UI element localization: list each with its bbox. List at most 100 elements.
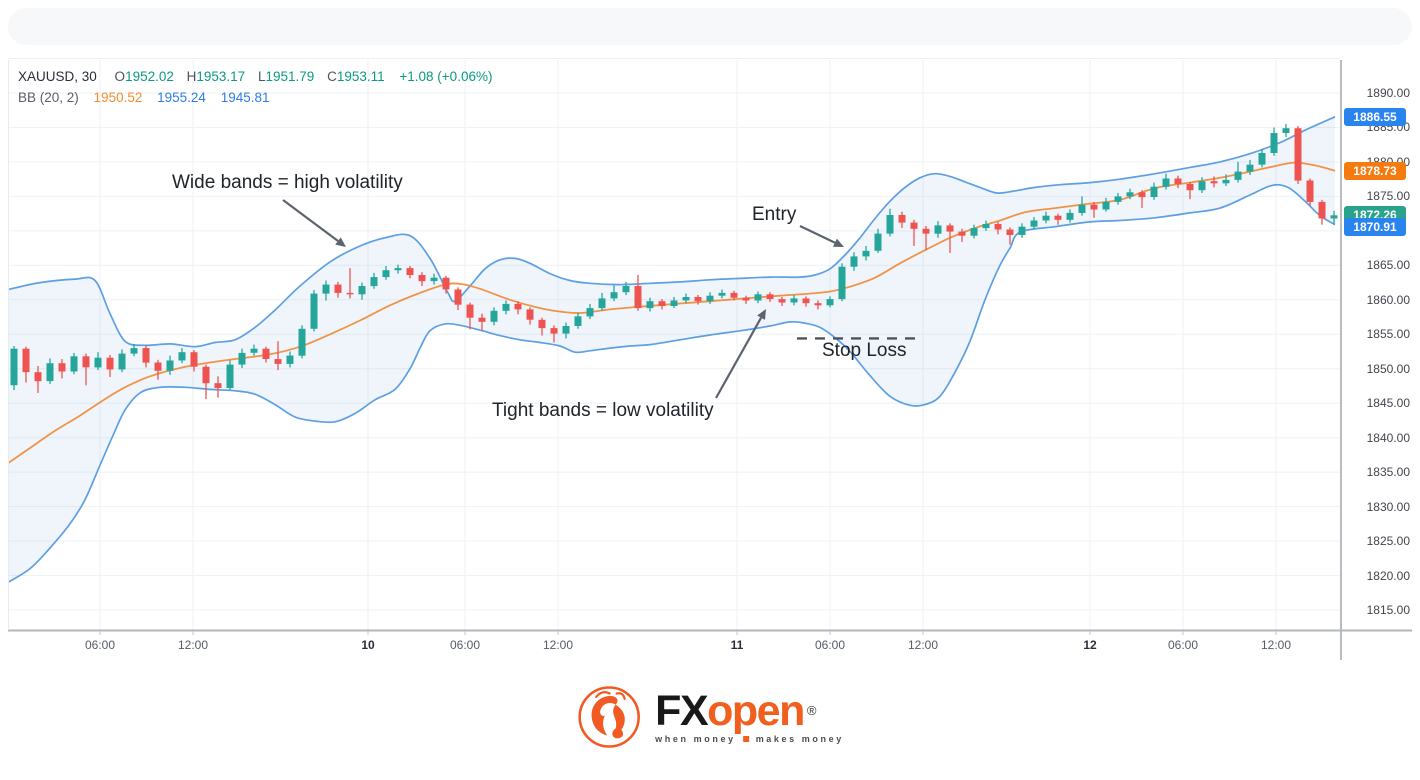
candle-body <box>682 297 690 301</box>
candle-body <box>610 292 618 299</box>
candle-body <box>1246 164 1254 172</box>
price-axis-label: 1860.00 <box>1366 292 1410 307</box>
candle-body <box>970 228 978 236</box>
annotation-stop-loss: Stop Loss <box>822 340 907 361</box>
candle-body <box>598 298 606 309</box>
symbol-title: XAUUSD, 30 <box>18 69 97 84</box>
candle-body <box>10 348 18 386</box>
candle-body <box>1078 204 1086 213</box>
time-axis-label: 12:00 <box>907 638 939 652</box>
candle-body <box>1102 201 1110 210</box>
time-axis-label: 12:00 <box>177 638 209 652</box>
wide-bands-arrow <box>282 199 346 247</box>
time-axis-day-label: 11 <box>730 638 744 652</box>
candle-body <box>22 348 30 373</box>
wordmark-open: open <box>707 686 805 735</box>
candle-body <box>538 319 546 329</box>
price-axis-label: 1855.00 <box>1366 327 1410 342</box>
candle-body <box>382 270 390 278</box>
price-axis-label: 1835.00 <box>1366 465 1410 480</box>
candle-body <box>1042 215 1050 221</box>
candle-body <box>1234 171 1242 180</box>
time-axis-label: 12:00 <box>542 638 574 652</box>
candle-body <box>790 298 798 303</box>
price-axis-label: 1845.00 <box>1366 396 1410 411</box>
candle-body <box>910 222 918 229</box>
top-header-band <box>8 8 1412 45</box>
candle-body <box>286 355 294 364</box>
candle-body <box>274 359 282 364</box>
low-key: L <box>257 69 266 84</box>
price-axis-label: 1850.00 <box>1366 361 1410 376</box>
candle-body <box>934 225 942 234</box>
high-key: H <box>186 69 197 84</box>
wordmark-fx: FX <box>655 686 708 735</box>
price-axis-label: 1840.00 <box>1366 430 1410 445</box>
candle-body <box>154 362 162 371</box>
candle-body <box>502 303 510 311</box>
candle-body <box>406 268 414 275</box>
candle-body <box>1066 212 1074 220</box>
candle-body <box>394 268 402 271</box>
price-axis-label: 1830.00 <box>1366 499 1410 514</box>
candle-body <box>70 356 78 372</box>
candle-body <box>994 224 1002 230</box>
time-axis-day-label: 10 <box>361 638 375 652</box>
candle-body <box>562 326 570 334</box>
candle-body <box>802 298 810 304</box>
candle-body <box>1174 178 1182 184</box>
candle-body <box>1090 204 1098 210</box>
candle-body <box>94 357 102 368</box>
candle-body <box>826 299 834 306</box>
candle-body <box>1282 128 1290 133</box>
candle-body <box>946 225 954 232</box>
tagline-square-icon <box>742 735 749 742</box>
candle-body <box>1294 128 1302 181</box>
candle-body <box>178 352 186 361</box>
candle-body <box>418 275 426 282</box>
candle-body <box>1018 226 1026 235</box>
candle-body <box>514 303 522 310</box>
bb-lower-line <box>8 183 1336 584</box>
annotation-entry: Entry <box>752 204 797 225</box>
candle-body <box>958 231 966 236</box>
legend-row-bb[interactable]: BB (20, 2) 1950.52 1955.24 1945.81 <box>18 87 492 108</box>
candle-body <box>370 277 378 287</box>
candle-body <box>1270 133 1278 153</box>
candle-body <box>658 301 666 306</box>
time-axis-label: 06:00 <box>1167 638 1199 652</box>
close-value: 1953.11 <box>336 69 385 84</box>
candle-body <box>670 300 678 306</box>
candle-body <box>346 292 354 295</box>
candle-body <box>874 233 882 251</box>
candle-body <box>742 297 750 301</box>
candle-body <box>982 224 990 229</box>
registered-mark: ® <box>806 702 817 718</box>
chart-legend[interactable]: XAUUSD, 30 O1952.02 H1953.17 L1951.79 C1… <box>18 66 492 108</box>
time-axis-label: 12:00 <box>1260 638 1292 652</box>
candle-body <box>1138 192 1146 198</box>
bb-indicator-label: BB (20, 2) <box>18 90 79 105</box>
change-value: +1.08 (+0.06%) <box>399 69 493 84</box>
candle-body <box>550 328 558 334</box>
bb-fill <box>8 116 1335 583</box>
price-axis-label: 1815.00 <box>1366 602 1410 617</box>
candle-body <box>778 299 786 303</box>
time-axis[interactable]: 06:00 12:00 10 06:00 12:00 11 06:00 12:00 12 06:0… <box>8 631 1412 661</box>
candle-body <box>250 348 258 353</box>
candle-body <box>166 360 174 371</box>
candle-body <box>478 317 486 322</box>
candle-body <box>334 284 342 293</box>
candle-body <box>526 309 534 320</box>
price-axis[interactable]: 1890.001885.001880.001875.001865.001860.… <box>1341 48 1420 630</box>
candle-body <box>718 292 726 296</box>
fxopen-emblem-icon <box>578 686 640 748</box>
candle-body <box>1330 215 1338 219</box>
candle-body <box>1318 201 1326 219</box>
candle-body <box>694 297 702 302</box>
candle-body <box>238 352 246 365</box>
candle-body <box>886 215 894 234</box>
candle-body <box>838 266 846 300</box>
legend-row-symbol[interactable]: XAUUSD, 30 O1952.02 H1953.17 L1951.79 C1… <box>18 66 492 87</box>
